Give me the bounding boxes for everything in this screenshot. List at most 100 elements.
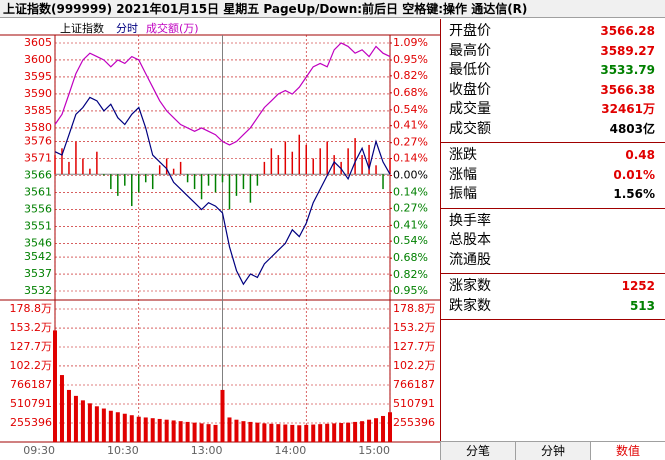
info-row: 流通股 (441, 251, 665, 271)
volume-bar (94, 406, 99, 442)
y2-tick-label: 766187 (393, 378, 435, 391)
x-tick-label: 14:00 (275, 444, 307, 457)
chart-label: 上证指数 (60, 21, 104, 35)
volume-bar (381, 415, 386, 442)
info-row: 最低价 3533.79 (441, 61, 665, 81)
x-tick-label: 09:30 (23, 444, 55, 457)
volume-bar (304, 424, 309, 442)
y-tick-label: 3537 (24, 267, 52, 280)
volume-bar (346, 422, 351, 442)
y2-tick-label: 178.8万 (393, 302, 436, 315)
y-tick-label: 510791 (10, 397, 52, 410)
volume-bar (136, 416, 141, 442)
x-tick-label: 10:30 (107, 444, 139, 457)
info-value: 3566.38 (600, 82, 655, 97)
y2-tick-label: 0.41% (393, 218, 428, 231)
legend-entry: 分时 (116, 22, 138, 35)
volume-bar (269, 423, 274, 442)
chart: 上证指数 分时 成交额(万) 3605 3600 3595 3590 3585 35803576… (0, 21, 440, 457)
info-label: 成交量 (449, 101, 491, 117)
price-line (54, 96, 391, 286)
info-row: 振幅 1.56% (441, 185, 665, 205)
info-group: 换手率 总股本 流通股 (441, 209, 665, 274)
y-tick-label: 766187 (10, 378, 52, 391)
volume-bar (178, 421, 183, 442)
info-row: 涨家数 1252 (441, 277, 665, 297)
volume-bar (101, 408, 106, 442)
y2-tick-label: 0.82% (393, 268, 428, 281)
info-row: 开盘价 3566.28 (441, 22, 665, 42)
info-value: 4803亿 (609, 121, 655, 136)
volume-bar (318, 424, 323, 442)
info-row: 涨幅 0.01% (441, 166, 665, 186)
y-tick-label: 3546 (24, 236, 52, 249)
volume-bar (192, 422, 197, 442)
tab[interactable]: 数值 (590, 442, 665, 460)
y2-tick-label: 0.54% (393, 103, 428, 116)
volume-bar (185, 421, 190, 442)
x-tick-label: 15:00 (358, 444, 390, 457)
volume-bar (53, 330, 57, 442)
volume-bar (164, 419, 169, 442)
info-row: 最高价 3589.27 (441, 42, 665, 62)
y2-tick-label: 0.27% (393, 201, 428, 214)
volume-bar (157, 418, 162, 442)
y-tick-label: 102.2万 (10, 359, 53, 372)
y-tick-label: 127.7万 (10, 340, 53, 353)
info-value: 3589.27 (600, 43, 655, 58)
y2-tick-label: 0.68% (393, 86, 428, 99)
info-row: 涨跌 0.48 (441, 146, 665, 166)
volume-bar (262, 423, 267, 442)
y2-tick-label: 0.54% (393, 234, 428, 247)
info-value: 3533.79 (600, 63, 655, 77)
y-tick-label: 3551 (24, 219, 52, 232)
y2-tick-label: 0.14% (393, 151, 428, 164)
y-tick-label: 3580 (24, 121, 52, 134)
info-label: 开盘价 (449, 23, 491, 39)
volume-bar (339, 423, 344, 442)
volume-bar (367, 419, 372, 442)
info-value: 0.48 (625, 148, 655, 162)
info-group: 开盘价 3566.28 最高价 3589.27 最低价 3533.79 收盘价 3566.38… (441, 19, 665, 143)
tab[interactable]: 分钟 (515, 442, 590, 460)
volume-bar (122, 413, 127, 442)
y2-tick-label: 510791 (393, 397, 435, 410)
volume-bar (360, 421, 365, 442)
y-tick-label: 3605 (24, 36, 52, 49)
volume-bar (129, 415, 134, 442)
y2-tick-label: 1.09% (393, 36, 428, 49)
info-panel: 开盘价 3566.28 最高价 3589.27 最低价 3533.79 收盘价 3566.38… (440, 19, 665, 441)
info-label: 振幅 (449, 186, 477, 202)
y2-tick-label: 153.2万 (393, 321, 436, 334)
y2-tick-label: 255396 (393, 416, 435, 429)
info-group: 涨跌 0.48 涨幅 0.01% 振幅 1.56% (441, 143, 665, 209)
volume-bar (290, 424, 295, 442)
info-value: 513 (629, 298, 655, 313)
y2-tick-label: 0.95% (393, 53, 428, 66)
volume-bar (255, 422, 260, 442)
volume-bar (73, 395, 78, 442)
x-tick-label: 13:00 (191, 444, 223, 457)
volume-bar (171, 420, 176, 442)
volume-bar (311, 424, 316, 442)
volume-bar (143, 417, 148, 442)
y-tick-label: 3576 (24, 135, 52, 148)
volume-bar (283, 424, 288, 442)
y2-tick-label: 0.82% (393, 69, 428, 82)
volume-bar (80, 400, 85, 442)
y2-tick-label: 0.41% (393, 119, 428, 132)
legend-entry: 成交额(万) (146, 21, 199, 35)
tab[interactable]: 分笔 (440, 442, 515, 460)
info-label: 跌家数 (449, 297, 491, 314)
info-label: 涨幅 (449, 166, 477, 183)
info-label: 涨跌 (449, 147, 477, 163)
info-value: 3566.28 (600, 24, 655, 38)
volume-bar (87, 403, 92, 442)
y-tick-label: 3556 (24, 202, 52, 215)
y2-tick-label: 0.27% (393, 136, 428, 149)
y-tick-label: 178.8万 (10, 302, 53, 315)
info-label: 总股本 (449, 232, 491, 248)
y-tick-label: 3532 (24, 284, 52, 297)
info-group: 涨家数 1252 跌家数 513 (441, 274, 665, 320)
